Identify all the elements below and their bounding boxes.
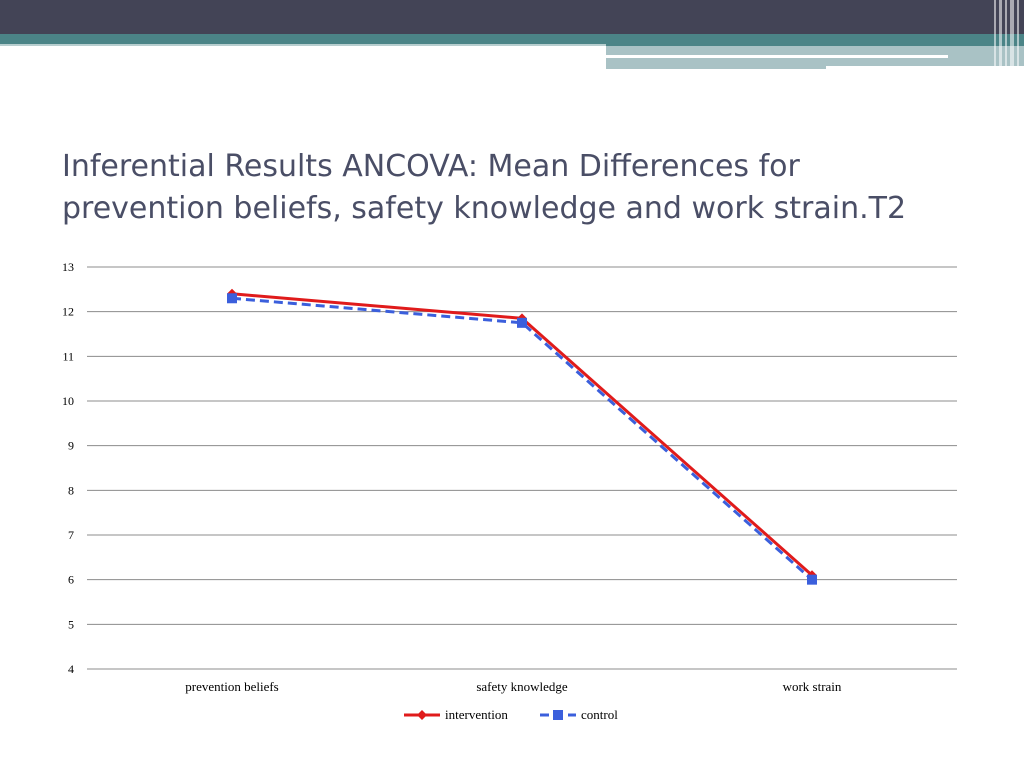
y-tick-label: 7 — [68, 528, 74, 542]
legend: intervention control — [404, 707, 618, 722]
series-lines — [227, 288, 817, 585]
x-category-label: work strain — [783, 679, 842, 694]
series-intervention — [227, 288, 817, 581]
y-tick-label: 4 — [68, 662, 74, 676]
divider-line — [0, 44, 606, 46]
y-tick-label: 11 — [62, 349, 74, 363]
accent-thin-band — [606, 66, 826, 69]
header-band — [0, 0, 1024, 34]
x-category-label: safety knowledge — [476, 679, 568, 694]
data-point — [517, 317, 527, 328]
y-tick-label: 6 — [68, 573, 74, 587]
slide-title-line-1: Inferential Results ANCOVA: Mean Differe… — [62, 149, 800, 184]
legend-item: intervention — [404, 707, 508, 722]
y-tick-label: 13 — [62, 260, 74, 274]
x-category-label: prevention beliefs — [185, 679, 279, 694]
teal-band — [0, 34, 1024, 46]
data-point — [227, 293, 237, 304]
y-tick-label: 5 — [68, 617, 74, 631]
legend-marker — [553, 710, 563, 720]
legend-marker — [417, 710, 427, 720]
legend-label: control — [581, 707, 618, 722]
y-axis-ticks: 4 5 6 7 8 9 10 11 12 13 — [62, 260, 74, 676]
y-tick-label: 9 — [68, 439, 74, 453]
y-tick-label: 12 — [62, 305, 74, 319]
slide-title: Inferential Results ANCOVA: Mean Differe… — [62, 146, 982, 230]
y-tick-label: 10 — [62, 394, 74, 408]
gridlines — [87, 266, 957, 670]
accent-stripe — [606, 55, 948, 58]
legend-item: control — [540, 707, 618, 722]
series-control — [227, 293, 817, 585]
decorative-bars — [992, 0, 1024, 70]
slide-title-line-2: prevention beliefs, safety knowledge and… — [62, 191, 907, 226]
data-point — [807, 574, 817, 585]
series-line — [231, 292, 813, 577]
legend-label: intervention — [445, 707, 508, 722]
y-tick-label: 8 — [68, 483, 74, 497]
series-line — [231, 296, 813, 581]
x-axis-categories: prevention beliefs safety knowledge work s… — [185, 679, 842, 694]
